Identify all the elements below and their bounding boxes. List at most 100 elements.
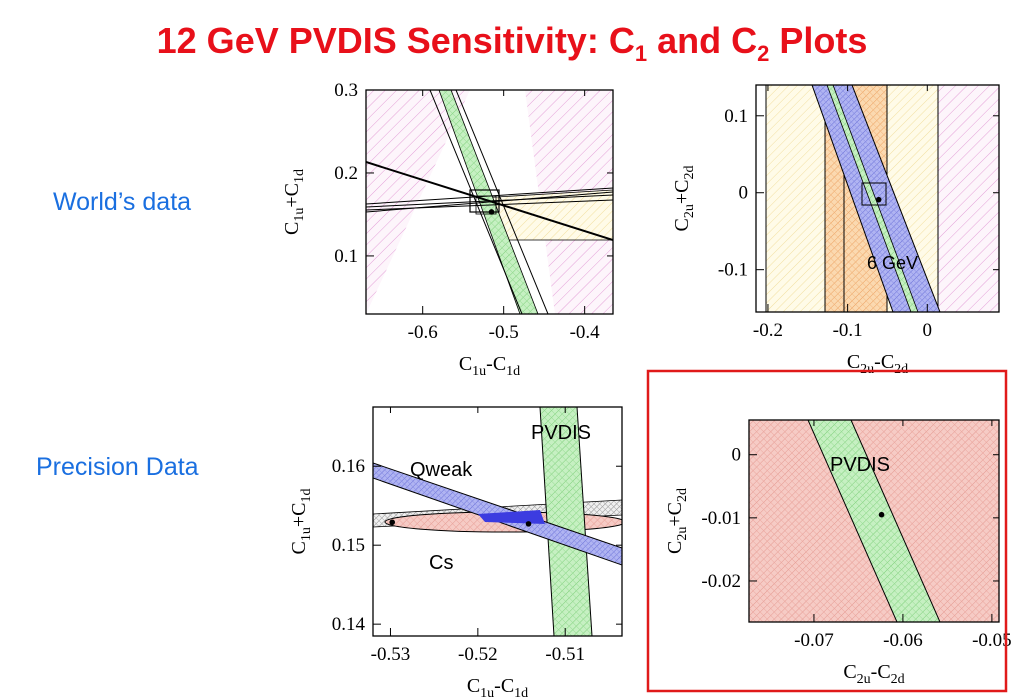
y-axis-label-op: +C bbox=[671, 180, 693, 205]
x-tick-label: -0.05 bbox=[972, 630, 1012, 651]
x-axis-label: C2u-C2d bbox=[847, 351, 908, 377]
x-tick-label: -0.07 bbox=[794, 630, 834, 651]
green-band bbox=[826, 85, 919, 312]
x-tick-label: -0.4 bbox=[570, 322, 601, 343]
x-axis-label-sub: 2u bbox=[857, 672, 871, 687]
overlap-region bbox=[478, 510, 545, 524]
plot-area bbox=[366, 90, 613, 314]
x-axis-label-sub: 2d bbox=[894, 362, 908, 377]
y-tick-label: -0.02 bbox=[701, 571, 741, 592]
x-axis-label-sub: 1d bbox=[514, 686, 528, 698]
x-axis-label: C2u-C2d bbox=[843, 661, 904, 687]
x-tick-label: -0.5 bbox=[489, 322, 519, 343]
y-tick-label: 0 bbox=[732, 445, 742, 466]
title-main: 12 GeV PVDIS Sensitivity: C bbox=[156, 20, 635, 61]
y-tick-label: 0.3 bbox=[334, 80, 358, 101]
x-tick-label: -0.1 bbox=[833, 320, 863, 341]
blue-band bbox=[811, 85, 941, 312]
title-end: Plots bbox=[769, 20, 868, 61]
y-axis-label-sub: 1d bbox=[292, 169, 307, 183]
x-tick-label: -0.06 bbox=[883, 630, 923, 651]
plot-frame bbox=[365, 89, 614, 315]
pvdis-band bbox=[539, 407, 593, 636]
plot-frame bbox=[372, 406, 623, 637]
y-tick-label: 0.15 bbox=[332, 535, 365, 556]
row-label-world-data: World’s data bbox=[53, 188, 192, 216]
x-tick-label: -0.52 bbox=[458, 644, 498, 665]
y-axis-label: C1u+C1d bbox=[288, 489, 314, 555]
x-axis-label: C1u-C1d bbox=[459, 353, 520, 379]
x-axis-label-op: -C bbox=[486, 353, 506, 375]
page-title: 12 GeV PVDIS Sensitivity: C1 and C2 Plot… bbox=[0, 20, 1024, 67]
y-axis-label-op: +C bbox=[288, 503, 310, 528]
y-axis-label: C2u+C2d bbox=[664, 488, 690, 554]
x-axis-label-sub: 1u bbox=[480, 686, 494, 698]
line-d bbox=[366, 199, 613, 211]
y-tick-label: 0.14 bbox=[332, 614, 366, 635]
y-tick-label: 0 bbox=[739, 183, 749, 204]
plot-frame bbox=[755, 84, 1000, 313]
chart-c2-world: -0.2 -0.1 0 -0.1 0 0.1 C2u-C2d C2u+C2d 6 GeV bbox=[671, 84, 1000, 377]
x-axis-label-sub: 2d bbox=[891, 672, 905, 687]
x-axis-label-op: -C bbox=[871, 661, 891, 683]
annotation-label: Cs bbox=[429, 552, 453, 574]
y-axis-label-sub: 2u bbox=[675, 527, 690, 541]
line-c bbox=[366, 194, 613, 208]
y-axis-label-op: +C bbox=[664, 502, 686, 527]
annotation-label: 6 GeV bbox=[867, 253, 918, 273]
data-point bbox=[488, 209, 495, 215]
x-axis-label-sub: 1u bbox=[472, 364, 486, 379]
plot-area bbox=[765, 85, 999, 312]
annotation-label: PVDIS bbox=[531, 422, 591, 444]
x-axis-label-op: -C bbox=[874, 351, 894, 373]
band-edge bbox=[455, 90, 549, 314]
x-tick-label: 0 bbox=[923, 320, 933, 341]
pvdis-band bbox=[807, 420, 941, 622]
y-tick-label: -0.1 bbox=[718, 260, 748, 281]
y-axis-label-sub: 1u bbox=[292, 208, 307, 222]
annotation-label: Qweak bbox=[410, 459, 473, 481]
zoom-box bbox=[861, 182, 887, 206]
y-axis-label-sub: 2d bbox=[682, 166, 697, 180]
x-tick-label: -0.51 bbox=[545, 644, 585, 665]
x-axis-label-sub: 2u bbox=[860, 362, 874, 377]
y-axis-label: C1u+C1d bbox=[281, 169, 307, 235]
annotation-label: PVDIS bbox=[830, 454, 890, 476]
data-point bbox=[878, 511, 885, 518]
chart-c1-world: -0.6 -0.5 -0.4 0.1 0.2 0.3 C1u-C1d C1u+C1d bbox=[281, 80, 614, 379]
y-tick-label: 0.1 bbox=[724, 106, 748, 127]
chart-c1-precision: -0.53 -0.52 -0.51 0.14 0.15 0.16 C1u-C1d C1u+C1… bbox=[288, 406, 623, 698]
y-tick-label: 0.16 bbox=[332, 456, 365, 477]
title-sub-1: 1 bbox=[634, 41, 648, 67]
zoom-box-inner bbox=[475, 195, 497, 215]
y-axis-label-sub: 2u bbox=[682, 204, 697, 218]
title-sub-2: 2 bbox=[757, 41, 770, 67]
x-tick-label: -0.53 bbox=[371, 644, 411, 665]
highlight-box bbox=[646, 369, 1008, 693]
plot-area bbox=[373, 407, 622, 636]
y-tick-label: -0.01 bbox=[701, 508, 741, 529]
magenta-band bbox=[938, 85, 999, 312]
plot-frame bbox=[748, 419, 1000, 623]
x-axis-label: C1u-C1d bbox=[467, 675, 528, 698]
row-label-precision-data: Precision Data bbox=[36, 453, 199, 481]
zoom-box bbox=[469, 189, 500, 213]
x-tick-label: -0.6 bbox=[408, 322, 438, 343]
y-axis-label-sub: 1d bbox=[299, 489, 314, 503]
data-point bbox=[875, 196, 882, 203]
plot-area bbox=[749, 420, 999, 622]
title-and: and C bbox=[647, 20, 758, 61]
data-point bbox=[525, 521, 532, 527]
y-axis-label-op: +C bbox=[281, 183, 303, 208]
y-axis-label: C2u+C2d bbox=[671, 166, 697, 232]
y-axis-label-sub: 2d bbox=[675, 488, 690, 502]
chart-c2-precision: -0.07 -0.06 -0.05 -0.02 -0.01 0 C2u-C2d C2u+C2d… bbox=[664, 419, 1012, 687]
data-point bbox=[389, 519, 396, 526]
magenta-band-left bbox=[366, 90, 470, 314]
x-axis-label-op: -C bbox=[494, 675, 514, 697]
x-tick-label: -0.2 bbox=[753, 320, 783, 341]
y-tick-label: 0.2 bbox=[334, 163, 358, 184]
y-tick-label: 0.1 bbox=[334, 246, 358, 267]
x-axis-label-sub: 1d bbox=[506, 364, 520, 379]
